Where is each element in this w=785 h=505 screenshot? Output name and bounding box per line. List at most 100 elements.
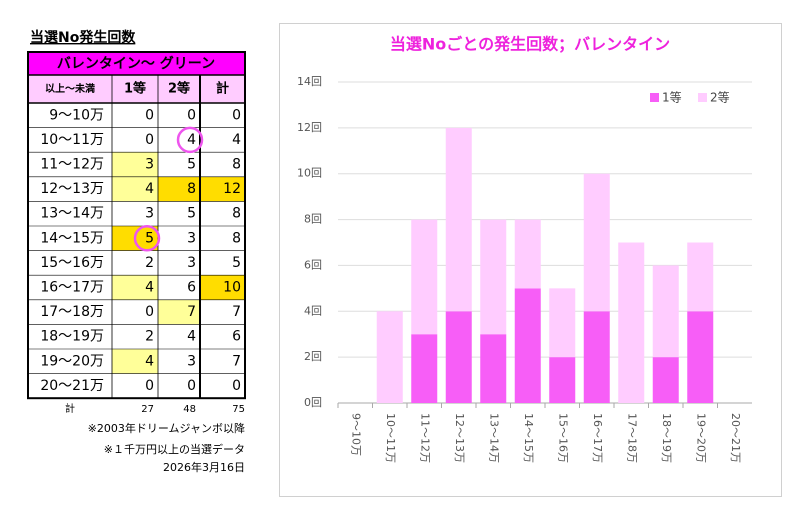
cell-highlight [112, 152, 158, 177]
table-col-header [28, 75, 245, 103]
column-header: 2等 [168, 81, 190, 97]
table-cell: 12〜13万 [40, 181, 104, 197]
x-tick-label: 20～21万 [729, 413, 742, 463]
table-cell: 18〜19万 [40, 329, 104, 345]
table-cell: 2 [145, 329, 154, 345]
table-cell: 0 [232, 378, 241, 394]
table-cell: 16〜17万 [40, 280, 104, 296]
table-cell: 14〜15万 [40, 230, 104, 246]
table-cell: 9〜10万 [49, 107, 104, 123]
table-cell: 12 [223, 181, 241, 197]
table-cell: 5 [232, 255, 241, 271]
table-cell: 10 [223, 280, 241, 296]
x-tick-label: 11～12万 [418, 413, 431, 463]
x-tick-label: 14～15万 [522, 413, 535, 463]
circle-mark [176, 126, 204, 154]
table-cell: 8 [187, 181, 196, 197]
legend-label: 1等 [662, 91, 682, 105]
table-cell: 5 [145, 230, 154, 246]
table-cell: 6 [187, 280, 196, 296]
table-cell: 5 [187, 157, 196, 173]
table-cell: 5 [187, 206, 196, 222]
table-cell: 4 [187, 329, 196, 345]
table-cell: 11〜12万 [40, 157, 104, 173]
table-cell: 4 [145, 280, 154, 296]
table-cell: 3 [145, 157, 154, 173]
x-tick-label: 16～17万 [591, 413, 604, 463]
bar [411, 334, 438, 403]
y-tick-label: 4回 [304, 304, 322, 317]
total-cell: 計 [65, 402, 75, 415]
x-tick-label: 19～20万 [694, 413, 707, 463]
legend-label: 2等 [710, 91, 730, 105]
table-cell: 4 [232, 132, 241, 148]
table-cell: 0 [232, 107, 241, 123]
column-header: 1等 [124, 81, 146, 97]
table-cell: 8 [232, 230, 241, 246]
bar [445, 311, 472, 403]
group-header-text: バレンタイン～ グリーン [57, 55, 215, 72]
bar [411, 219, 438, 335]
total-cell: 48 [183, 404, 196, 415]
table-cell: 3 [187, 255, 196, 271]
table-cell: 0 [145, 107, 154, 123]
table-cell: 7 [232, 353, 241, 369]
table-cell: 6 [232, 329, 241, 345]
cell-highlight [200, 275, 245, 300]
table-cell: 0 [187, 378, 196, 394]
y-tick-label: 0回 [304, 396, 322, 409]
table-cell: 13〜14万 [40, 206, 104, 222]
cell-highlight [200, 176, 245, 202]
bar [687, 242, 714, 312]
table-cell: 4 [145, 181, 154, 197]
bar [652, 357, 679, 403]
x-tick-label: 10～11万 [384, 413, 397, 463]
y-tick-label: 12回 [297, 121, 322, 134]
bar [687, 311, 714, 403]
note: ※2003年ドリームジャンボ以降 [88, 421, 245, 435]
table-cell: 0 [145, 304, 154, 320]
cell-highlight [112, 275, 158, 300]
date: 2026年3月16日 [163, 460, 245, 474]
table-cell: 3 [145, 206, 154, 222]
table-cell: 4 [187, 132, 196, 148]
bar [583, 173, 610, 312]
bar [549, 288, 576, 358]
cell-highlight [112, 176, 158, 202]
bar [480, 334, 507, 403]
table-cell: 3 [187, 230, 196, 246]
table-cell: 2 [145, 255, 154, 271]
legend-swatch [698, 93, 707, 102]
x-tick-label: 17～18万 [625, 413, 638, 463]
table-group-header [28, 52, 245, 75]
x-tick-label: 13～14万 [487, 413, 500, 463]
bar [652, 265, 679, 358]
cell-highlight [158, 176, 200, 202]
x-tick-label: 12～13万 [453, 413, 466, 463]
bar [618, 242, 645, 403]
table-cell: 20〜21万 [40, 378, 104, 394]
table-cell: 10〜11万 [40, 132, 104, 148]
table-cell: 7 [232, 304, 241, 320]
cell-highlight [112, 349, 158, 374]
y-tick-label: 2回 [304, 350, 322, 363]
chart-title: 当選Noごとの発生回数；バレンタイン [390, 35, 670, 54]
table-cell: 0 [187, 107, 196, 123]
table-cell: 8 [232, 206, 241, 222]
x-tick-label: 18～19万 [660, 413, 673, 463]
y-tick-label: 8回 [304, 213, 322, 226]
table-border [27, 51, 246, 400]
total-cell: 27 [141, 404, 154, 415]
bar [480, 219, 507, 335]
table-cell: 15〜16万 [40, 255, 104, 271]
legend-swatch [650, 93, 659, 102]
table-cell: 8 [232, 157, 241, 173]
x-tick-label: 9～10万 [349, 413, 362, 456]
bar [514, 219, 541, 289]
bar [583, 311, 610, 403]
table-title: 当選No発生回数 [30, 29, 136, 46]
y-tick-label: 14回 [297, 75, 322, 88]
circle-mark [133, 225, 161, 252]
table-cell: 3 [187, 353, 196, 369]
